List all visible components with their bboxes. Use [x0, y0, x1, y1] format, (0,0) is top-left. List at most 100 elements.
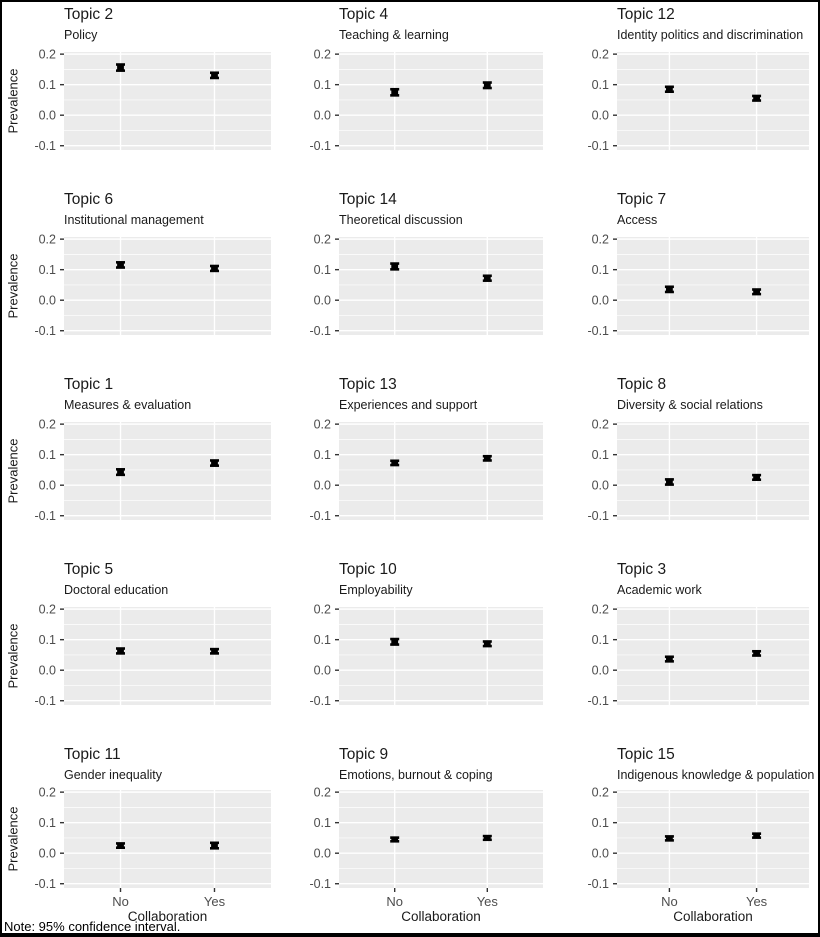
svg-text:0.0: 0.0 — [592, 294, 609, 308]
plot-background — [64, 52, 271, 150]
svg-text:0.2: 0.2 — [314, 786, 331, 800]
panel-subtitle: Theoretical discussion — [339, 213, 463, 227]
svg-text:-0.1: -0.1 — [34, 694, 56, 708]
svg-text:0.2: 0.2 — [314, 418, 331, 432]
svg-text:-0.1: -0.1 — [587, 877, 609, 891]
svg-text:0.2: 0.2 — [592, 603, 609, 617]
svg-text:-0.1: -0.1 — [34, 877, 56, 891]
svg-text:No: No — [661, 894, 678, 909]
svg-text:-0.1: -0.1 — [587, 139, 609, 153]
panel-header: Topic 7 Access — [546, 187, 818, 228]
plot-background — [617, 422, 809, 520]
svg-text:-0.1: -0.1 — [587, 509, 609, 523]
svg-text:0.1: 0.1 — [592, 448, 609, 462]
facet-panel-topic-7: Topic 7 Access 0.2 0.1 0.0 -0.1 — [546, 187, 818, 372]
panel-header: Topic 10 Employability — [274, 557, 546, 598]
facet-panel-topic-6: Topic 6 Institutional management 0.2 0.1 0.0… — [2, 187, 274, 372]
svg-text:0.0: 0.0 — [39, 109, 56, 123]
panel-plot: 0.2 0.1 0.0 -0.1 Prevalence — [6, 48, 271, 153]
svg-text:-0.1: -0.1 — [309, 509, 331, 523]
x-axis-title: Collaboration — [673, 909, 753, 924]
panel-title: Topic 14 — [339, 191, 397, 208]
plot-background — [617, 607, 809, 705]
panel-title: Topic 10 — [339, 561, 397, 578]
svg-text:0.0: 0.0 — [314, 109, 331, 123]
y-axis-title: Prevalence — [6, 253, 21, 318]
facet-panel-topic-8: Topic 8 Diversity & social relations 0.2 0.… — [546, 372, 818, 557]
panel-header: Topic 5 Doctoral education — [2, 557, 274, 598]
panel-title: Topic 1 — [64, 376, 114, 393]
plot-background — [64, 790, 271, 888]
facet-panel-topic-13: Topic 13 Experiences and support 0.2 0.1 0.0… — [274, 372, 546, 557]
svg-text:-0.1: -0.1 — [587, 694, 609, 708]
svg-text:0.1: 0.1 — [314, 448, 331, 462]
panel-plot: 0.2 0.1 0.0 -0.1 — [587, 603, 809, 708]
panel-title: Topic 13 — [339, 376, 397, 393]
panel-title: Topic 15 — [617, 746, 675, 763]
panel-plot: 0.2 0.1 0.0 -0.1 Prevalence — [6, 418, 271, 523]
svg-text:-0.1: -0.1 — [34, 509, 56, 523]
y-axis-title: Prevalence — [6, 806, 21, 871]
panel-title: Topic 9 — [339, 746, 389, 763]
panel-subtitle: Identity politics and discrimination — [617, 28, 804, 42]
panel-plot: 0.2 0.1 0.0 -0.1 — [587, 233, 809, 338]
y-axis-title: Prevalence — [6, 438, 21, 503]
plot-background — [339, 237, 543, 335]
panel-title: Topic 11 — [64, 746, 121, 763]
svg-text:0.0: 0.0 — [592, 664, 609, 678]
plot-background — [617, 52, 809, 150]
panel-subtitle: Emotions, burnout & coping — [339, 768, 493, 782]
svg-text:0.2: 0.2 — [39, 603, 56, 617]
svg-text:Yes: Yes — [477, 894, 499, 909]
svg-text:-0.1: -0.1 — [309, 877, 331, 891]
panel-title: Topic 12 — [617, 6, 675, 23]
facet-panel-topic-9: Topic 9 Emotions, burnout & coping 0.2 0.1 0… — [274, 742, 546, 924]
svg-text:0.0: 0.0 — [314, 664, 331, 678]
svg-text:0.2: 0.2 — [314, 603, 331, 617]
svg-text:0.1: 0.1 — [39, 448, 56, 462]
svg-text:0.1: 0.1 — [39, 816, 56, 830]
panel-header: Topic 13 Experiences and support — [274, 372, 546, 413]
note-text: Note: 95% confidence interval. — [4, 919, 181, 934]
panel-plot: 0.2 0.1 0.0 -0.1 Prevalence — [6, 233, 271, 338]
x-axis-title: Collaboration — [128, 909, 208, 924]
svg-text:No: No — [112, 894, 129, 909]
facet-panel-topic-2: Topic 2 Policy 0.2 0.1 0.0 -0.1 Prevalence — [2, 2, 274, 187]
panel-subtitle: Teaching & learning — [339, 28, 449, 42]
panel-title: Topic 8 — [617, 376, 667, 393]
panel-header: Topic 9 Emotions, burnout & coping — [274, 742, 546, 783]
panel-subtitle: Academic work — [617, 583, 702, 597]
svg-text:-0.1: -0.1 — [309, 694, 331, 708]
svg-text:0.1: 0.1 — [39, 633, 56, 647]
svg-text:0.2: 0.2 — [39, 418, 56, 432]
svg-text:0.0: 0.0 — [592, 847, 609, 861]
panel-plot: 0.2 0.1 0.0 -0.1 Prevalence No YesCollaboratio… — [6, 786, 271, 924]
panel-title: Topic 5 — [64, 561, 114, 578]
svg-text:0.2: 0.2 — [592, 786, 609, 800]
panel-plot: 0.2 0.1 0.0 -0.1 — [587, 48, 809, 153]
svg-text:0.2: 0.2 — [592, 418, 609, 432]
panel-header: Topic 6 Institutional management — [2, 187, 274, 228]
panel-subtitle: Access — [617, 213, 658, 227]
svg-text:-0.1: -0.1 — [309, 139, 331, 153]
panel-subtitle: Doctoral education — [64, 583, 169, 597]
plot-background — [64, 237, 271, 335]
svg-text:0.1: 0.1 — [39, 78, 56, 92]
facet-panel-topic-15: Topic 15 Indigenous knowledge & populatio… — [546, 742, 818, 924]
svg-text:0.1: 0.1 — [592, 633, 609, 647]
facet-panel-topic-12: Topic 12 Identity politics and discrimina… — [546, 2, 818, 187]
panel-header: Topic 3 Academic work — [546, 557, 818, 598]
panel-subtitle: Experiences and support — [339, 398, 478, 412]
plot-background — [339, 607, 543, 705]
panel-title: Topic 4 — [339, 6, 389, 23]
panel-plot: 0.2 0.1 0.0 -0.1 — [309, 603, 543, 708]
svg-text:0.1: 0.1 — [39, 263, 56, 277]
svg-text:0.1: 0.1 — [314, 263, 331, 277]
svg-text:0.2: 0.2 — [592, 48, 609, 62]
facet-panel-topic-5: Topic 5 Doctoral education 0.2 0.1 0.0 -0.1 Pr… — [2, 557, 274, 742]
facet-panel-topic-14: Topic 14 Theoretical discussion 0.2 0.1 0.0 -… — [274, 187, 546, 372]
panel-subtitle: Indigenous knowledge & population — [617, 768, 815, 782]
